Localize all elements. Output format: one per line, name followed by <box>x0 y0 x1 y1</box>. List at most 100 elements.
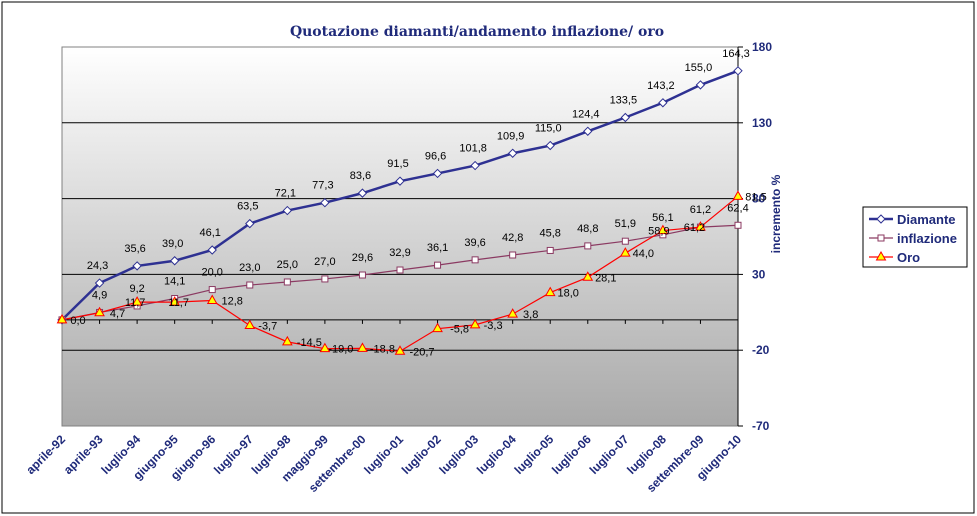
diamante-data-label: 63,5 <box>237 201 258 213</box>
data-labels: 24,3 35,6 39,0 46,1 63,5 72,1 77,3 83,6 91,5 96,6… <box>70 48 766 358</box>
inflazione-data-label: 32,9 <box>389 247 410 259</box>
y-tick-label: 30 <box>752 267 766 281</box>
oro-data-label: 28,1 <box>595 272 616 284</box>
oro-point <box>619 247 631 257</box>
oro-point <box>319 342 331 353</box>
diamante-data-label: 39,0 <box>162 238 183 250</box>
inflazione-point <box>246 281 254 289</box>
diamante-data-label: 77,3 <box>312 180 333 192</box>
inflazione-data-label: 39,6 <box>464 237 485 249</box>
y-tick-label: -20 <box>752 343 770 357</box>
inflazione-point <box>358 271 366 279</box>
y-tick-label: 130 <box>752 116 772 130</box>
oro-point <box>875 250 887 261</box>
plot-background <box>61 46 739 427</box>
diamante-point <box>132 261 142 271</box>
oro-point <box>131 296 143 306</box>
oro-data-label: 61,2 <box>684 222 705 234</box>
oro-data-label: 18,0 <box>558 288 579 300</box>
inflazione-point <box>471 256 479 264</box>
oro-data-label: 58,9 <box>648 226 669 238</box>
diamante-data-label: 72,1 <box>275 188 296 200</box>
diamante-point <box>169 256 180 266</box>
inflazione-point <box>509 251 517 259</box>
chart-title: Quotazione diamanti/andamento inflazione… <box>290 24 664 40</box>
oro-point <box>432 322 443 333</box>
oro-point <box>582 271 594 281</box>
diamante-point <box>620 112 631 123</box>
diamante-data-label: 24,3 <box>87 260 108 272</box>
diamante-data-label: 35,6 <box>124 243 145 255</box>
oro-data-label: -3,7 <box>258 320 277 332</box>
oro-point <box>206 294 218 304</box>
y-tick-label: 180 <box>752 40 772 54</box>
oro-data-label: -18,8 <box>370 343 395 355</box>
y-tick-label: 80 <box>752 192 766 206</box>
oro-data-label: -3,3 <box>484 320 503 332</box>
inflazione-data-label: 61,2 <box>690 204 711 216</box>
oro-data-label: 11,7 <box>168 297 189 309</box>
inflazione-data-label: 0,0 <box>70 315 85 327</box>
oro-point <box>507 308 519 318</box>
inflazione-point <box>734 221 742 229</box>
legend: Diamante inflazione Oro <box>862 206 968 268</box>
diamante-point <box>507 148 518 158</box>
diamante-point <box>876 214 886 224</box>
diamante-point <box>282 205 293 216</box>
diamante-point <box>545 140 555 151</box>
diamante-point <box>432 168 443 179</box>
oro-data-label: 44,0 <box>633 248 654 260</box>
diamante-point <box>395 176 405 186</box>
inflazione-data-label: 42,8 <box>502 232 523 244</box>
diamante-point <box>94 278 105 288</box>
inflazione-point <box>208 286 216 294</box>
diamante-data-label: 164,3 <box>722 48 750 60</box>
y-axis: -70 -20 30 80 130 180 <box>737 40 772 433</box>
inflazione-point <box>546 246 554 254</box>
diamante-data-label: 101,8 <box>459 143 487 155</box>
diamante-point <box>320 197 330 208</box>
oro-point <box>695 221 706 231</box>
oro-point <box>469 318 481 329</box>
oro-data-label: -20,7 <box>409 346 434 358</box>
inflazione-data-label: 9,2 <box>129 283 144 295</box>
diamante-point <box>695 80 706 90</box>
oro-point <box>544 286 556 297</box>
inflazione-data-label: 48,8 <box>577 223 598 235</box>
oro-data-label: 12,8 <box>222 295 243 307</box>
inflazione-data-label: 36,1 <box>427 242 448 254</box>
inflazione-data-label: 14,1 <box>164 276 185 288</box>
inflazione-data-label: 23,0 <box>239 262 260 274</box>
diamante-point <box>658 98 668 108</box>
diamante-data-label: 133,5 <box>610 94 638 106</box>
plot-area <box>61 46 739 427</box>
diamante-data-label: 83,6 <box>350 170 371 182</box>
inflazione-data-label: 20,0 <box>202 267 223 279</box>
oro-data-label: -14,5 <box>297 337 322 349</box>
oro-data-label: 81,5 <box>745 191 766 203</box>
inflazione-point <box>584 242 592 250</box>
y-tick-label: -70 <box>752 419 770 433</box>
oro-point <box>657 224 669 235</box>
oro-point <box>56 313 68 324</box>
diamante-point <box>733 66 743 76</box>
diamante-data-label: 91,5 <box>387 158 408 170</box>
inflazione-data-label: 25,0 <box>277 259 298 271</box>
legend-label-inflazione: inflazione <box>897 231 957 246</box>
oro-point <box>244 319 256 329</box>
oro-data-label: -19,0 <box>328 344 353 356</box>
inflazione-data-label: 27,0 <box>314 256 335 268</box>
inflazione-point <box>283 278 291 286</box>
series-markers <box>56 66 744 355</box>
inflazione-data-label: 51,9 <box>615 218 636 230</box>
inflazione-data-label: 4,9 <box>92 289 107 301</box>
oro-point <box>281 335 293 346</box>
oro-data-label: 11,7 <box>125 297 146 309</box>
diamante-data-label: 115,0 <box>535 123 562 135</box>
diamante-point <box>583 126 593 136</box>
inflazione-data-label: 29,6 <box>352 252 373 264</box>
legend-label-oro: Oro <box>897 250 920 265</box>
oro-point <box>94 306 105 317</box>
diamante-point <box>245 218 255 229</box>
